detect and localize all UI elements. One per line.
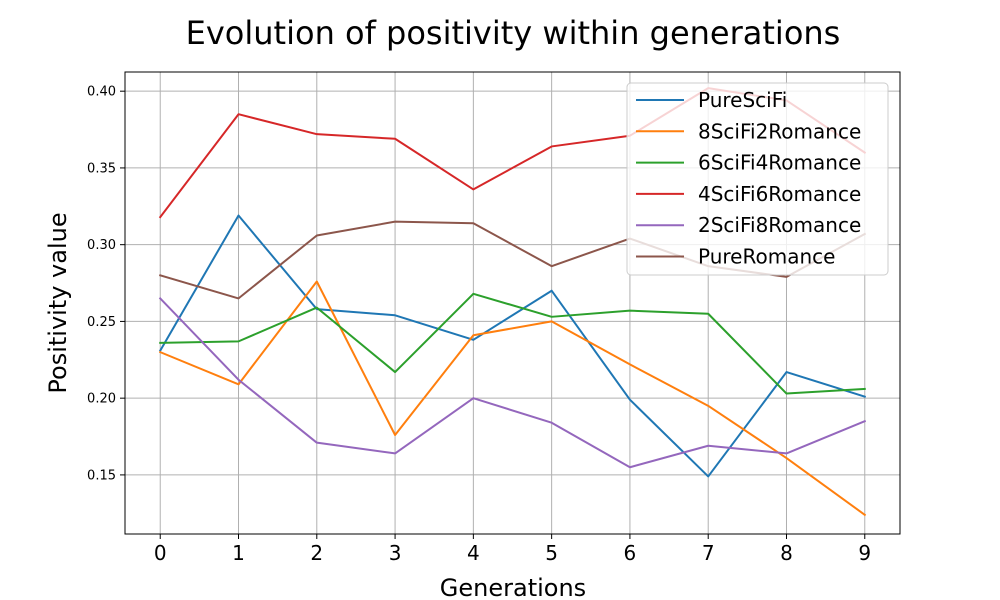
y-tick-label: 0.35	[87, 161, 116, 176]
y-tick-label: 0.30	[87, 238, 116, 253]
x-tick-label: 4	[467, 541, 480, 565]
x-tick-label: 7	[702, 541, 715, 565]
series-line-2scifi8romance	[158, 296, 867, 469]
x-tick-label: 3	[389, 541, 402, 565]
y-tick-label: 0.15	[87, 468, 116, 483]
y-tick-label: 0.20	[87, 392, 116, 407]
series-line-6scifi4romance	[159, 292, 866, 395]
plot-area-frame	[124, 71, 901, 535]
y-tick-label: 0.25	[87, 315, 116, 330]
x-tick-label: 1	[232, 541, 245, 565]
legend-label: PureSciFi	[698, 88, 787, 112]
x-tick-label: 9	[858, 541, 871, 565]
x-tick-label: 8	[780, 541, 793, 565]
chart-title: Evolution of positivity within generatio…	[186, 14, 841, 52]
x-tick-label: 0	[154, 541, 167, 565]
x-axis-ticks: 0 1 2 3 4 5 6 7 8 9	[154, 534, 871, 565]
x-axis-label: Generations	[440, 574, 586, 600]
legend-label: 4SciFi6Romance	[698, 182, 861, 206]
y-axis-ticks: 0.15 0.20 0.25 0.30 0.35 0.40	[87, 85, 125, 483]
x-tick-label: 5	[545, 541, 558, 565]
legend-box	[626, 82, 889, 276]
legend-label: 6SciFi4Romance	[698, 151, 861, 175]
x-tick-label: 2	[310, 541, 323, 565]
x-tick-label: 6	[624, 541, 637, 565]
y-tick-label: 0.40	[87, 85, 116, 100]
series-line-purescifi	[158, 214, 867, 478]
legend-label: 8SciFi2Romance	[698, 119, 861, 143]
legend: PureSciFi 8SciFi2Romance 6SciFi4Romance 4Sc…	[626, 82, 889, 276]
legend-label: 2SciFi8Romance	[698, 213, 861, 237]
series-line-8scifi2romance	[158, 280, 867, 517]
legend-label: PureRomance	[698, 245, 835, 269]
y-axis-label: Positivity value	[44, 212, 72, 393]
